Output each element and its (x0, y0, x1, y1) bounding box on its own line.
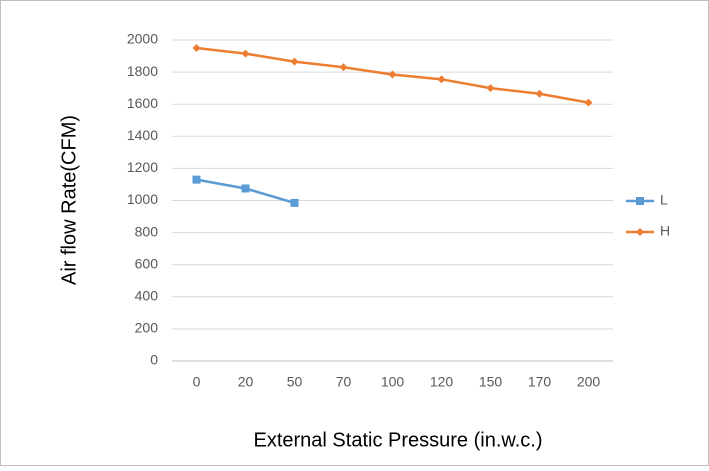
marker (290, 198, 299, 207)
marker (339, 63, 348, 72)
y-tick-label: 0 (150, 352, 158, 368)
marker (241, 184, 250, 193)
legend-label: H (660, 223, 670, 239)
marker (290, 57, 299, 66)
x-tick-label: 120 (430, 374, 454, 390)
legend-marker (636, 197, 644, 205)
x-tick-label: 70 (336, 374, 352, 390)
y-tick-label: 1000 (127, 191, 158, 207)
y-tick-label: 2000 (127, 31, 158, 47)
marker (388, 70, 397, 79)
y-tick-label: 200 (135, 320, 159, 336)
marker (535, 89, 544, 98)
marker (192, 44, 201, 53)
y-tick-label: 600 (135, 255, 159, 271)
x-tick-label: 0 (193, 374, 201, 390)
x-tick-label: 20 (238, 374, 254, 390)
legend-label: L (660, 192, 668, 208)
x-tick-label: 100 (381, 374, 405, 390)
y-tick-label: 800 (135, 223, 159, 239)
y-tick-label: 1800 (127, 63, 158, 79)
marker (241, 49, 250, 58)
x-axis-title: External Static Pressure (in.w.c.) (254, 429, 543, 451)
x-tick-label: 170 (528, 374, 552, 390)
y-tick-label: 1400 (127, 127, 158, 143)
marker (486, 84, 495, 93)
marker (437, 75, 446, 84)
y-tick-label: 1600 (127, 95, 158, 111)
legend-marker (636, 228, 644, 236)
y-tick-label: 400 (135, 288, 159, 304)
x-tick-label: 50 (287, 374, 303, 390)
marker (584, 98, 593, 107)
x-tick-label: 200 (577, 374, 601, 390)
y-axis-title: Air flow Rate(CFM) (58, 115, 80, 285)
y-tick-label: 1200 (127, 159, 158, 175)
x-tick-label: 150 (479, 374, 503, 390)
marker (192, 175, 201, 184)
